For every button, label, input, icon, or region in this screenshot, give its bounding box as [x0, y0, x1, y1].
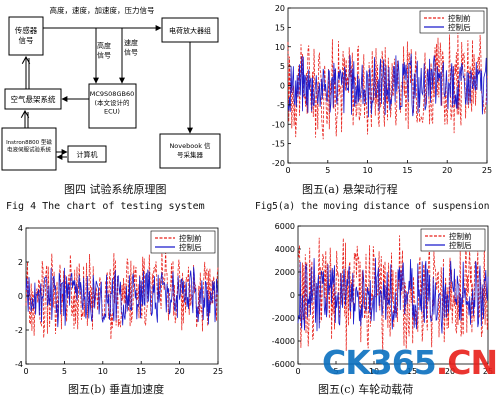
y-tick-label: -10	[272, 120, 285, 129]
x-tick-label: 15	[407, 367, 417, 376]
y-tick-label: -2	[15, 326, 23, 335]
fig5c-caption-cn: 图五(c) 车轮动载荷	[318, 383, 414, 396]
legend-label: 控制前	[179, 233, 202, 243]
bench-node-label: Instron8800 型磁电液伺服试验系统	[6, 138, 52, 153]
y-tick-label: 6000	[275, 222, 295, 231]
x-tick-label: 0	[23, 367, 28, 376]
x-tick-label: 20	[175, 367, 185, 376]
system-diagram: 传感器信号 电荷放大器组 空气悬架系统 MC9S08GB60 (本文设计的 ECU)…	[1, 5, 221, 171]
air-suspension-node	[4, 88, 62, 110]
legend-label: 控制后	[448, 22, 471, 32]
x-tick-label: 10	[98, 367, 108, 376]
y-tick-label: -2000	[272, 314, 295, 323]
x-tick-label: 5	[325, 166, 330, 175]
legend-label: 控制后	[449, 240, 472, 250]
legend-label: 控制前	[448, 13, 471, 23]
fig5b-caption-cn: 图五(b) 垂直加速度	[68, 383, 165, 396]
x-tick-label: 10	[369, 367, 379, 376]
y-tick-label: 2	[18, 258, 23, 267]
series-line-after	[297, 257, 489, 334]
series-line-before	[297, 235, 489, 352]
x-tick-label: 15	[402, 166, 412, 175]
x-tick-label: 10	[363, 166, 373, 175]
bench-node	[1, 127, 57, 171]
ecu-node-label: MC9S08GB60 (本文设计的 ECU)	[90, 90, 134, 116]
x-tick-label: 20	[445, 367, 455, 376]
fig5a-caption-en: Fig5(a) the moving distance of suspensio…	[255, 201, 490, 212]
y-tick-label: 0	[18, 292, 23, 301]
edge-top-signals-label: 高度，速度，加速度，压力信号	[50, 5, 155, 15]
y-tick-label: -6000	[272, 360, 295, 369]
air-suspension-node-label: 空气悬架系统	[11, 94, 56, 104]
x-tick-label: 0	[285, 166, 290, 175]
watermark-logo: CK365.CN	[322, 343, 498, 382]
novebook-node-label: Novebook 信号采集器	[169, 141, 211, 159]
sensor-node	[8, 16, 44, 56]
y-tick-label: 4000	[275, 245, 295, 254]
series-line-after	[25, 266, 219, 328]
y-tick-label: -20	[272, 159, 285, 168]
x-tick-label: 25	[483, 367, 493, 376]
y-tick-label: -5	[277, 101, 285, 110]
y-tick-label: 10	[275, 43, 285, 52]
edge-height-signal-label: 高度信号	[97, 41, 111, 60]
x-tick-label: 0	[295, 367, 300, 376]
x-tick-label: 15	[136, 367, 146, 376]
edge-speed-signal-label: 速度信号	[124, 38, 138, 57]
fig5a-caption-cn: 图五(a) 悬架动行程	[302, 183, 398, 196]
x-tick-label: 5	[333, 367, 338, 376]
y-tick-label: 2000	[275, 268, 295, 277]
ecu-node	[88, 83, 137, 129]
y-tick-label: 20	[275, 4, 285, 13]
series-line-after	[287, 53, 488, 118]
x-tick-label: 20	[442, 166, 452, 175]
fig4-caption-en: Fig 4 The chart of testing system	[6, 201, 205, 212]
y-tick-label: 0	[290, 291, 295, 300]
computer-node-label: 计算机	[77, 150, 98, 159]
chart-wheel-load: 0 5 10 15 20 25 6000 4000 2000 0 -2000 -4000 -6000 控制…	[272, 222, 493, 376]
x-tick-label: 25	[482, 166, 492, 175]
y-tick-label: -15	[272, 140, 285, 149]
x-tick-label: 25	[213, 367, 223, 376]
fig4-caption-cn: 图四 试验系统原理图	[64, 183, 167, 196]
y-tick-label: 5	[280, 62, 285, 71]
computer-node	[67, 145, 107, 163]
y-tick-label: 15	[275, 23, 285, 32]
novebook-node	[159, 133, 221, 169]
sensor-node-label: 传感器信号	[15, 25, 38, 45]
y-tick-label: 4	[18, 224, 23, 233]
y-tick-label: 0	[280, 82, 285, 91]
amplifier-node	[161, 17, 219, 43]
y-tick-label: -4000	[272, 337, 295, 346]
x-tick-label: 5	[62, 367, 67, 376]
amplifier-node-label: 电荷放大器组	[169, 26, 211, 35]
y-tick-label: -4	[15, 360, 23, 369]
legend-label: 控制前	[449, 231, 472, 241]
legend-label: 控制后	[179, 242, 202, 252]
